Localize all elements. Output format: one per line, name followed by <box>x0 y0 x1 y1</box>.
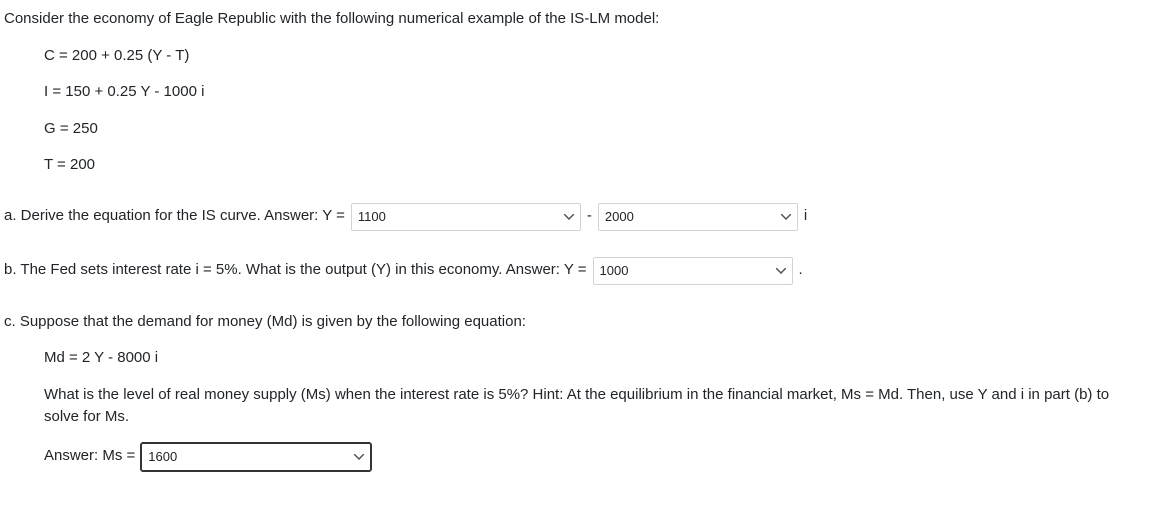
part-c-prompt: c. Suppose that the demand for money (Md… <box>4 311 1145 334</box>
part-b-select-output[interactable]: 1000 <box>593 257 793 285</box>
equation-i: I = 150 + 0.25 Y - 1000 i <box>4 81 1145 104</box>
part-c-answer-label: Answer: Ms = <box>44 445 135 468</box>
part-b: b. The Fed sets interest rate i = 5%. Wh… <box>4 257 1145 285</box>
part-a: a. Derive the equation for the IS curve.… <box>4 203 1145 231</box>
part-c-select-ms[interactable]: 1600 <box>141 443 371 471</box>
part-c-hint: What is the level of real money supply (… <box>4 384 1145 429</box>
part-a-select-slope[interactable]: 2000 <box>598 203 798 231</box>
equation-c: C = 200 + 0.25 (Y - T) <box>4 45 1145 68</box>
part-a-trailing: i <box>804 205 807 228</box>
md-equation: Md = 2 Y - 8000 i <box>4 347 1145 370</box>
part-b-prompt: b. The Fed sets interest rate i = 5%. Wh… <box>4 259 587 282</box>
part-a-prompt: a. Derive the equation for the IS curve.… <box>4 205 345 228</box>
minus-sign: - <box>587 205 592 228</box>
intro-text: Consider the economy of Eagle Republic w… <box>4 8 1145 31</box>
part-c-answer-row: Answer: Ms = 1600 <box>4 443 1145 471</box>
equation-t: T = 200 <box>4 154 1145 177</box>
part-a-select-intercept[interactable]: 1100 <box>351 203 581 231</box>
part-c: c. Suppose that the demand for money (Md… <box>4 311 1145 471</box>
part-b-trailing: . <box>799 259 803 282</box>
equation-g: G = 250 <box>4 118 1145 141</box>
